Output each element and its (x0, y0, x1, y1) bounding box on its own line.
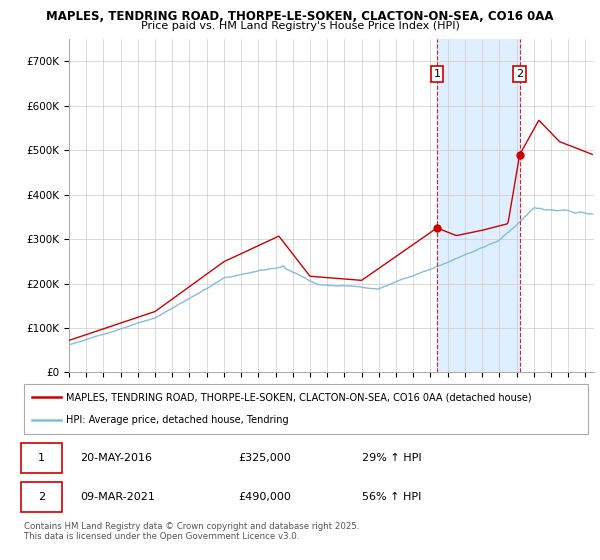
Text: £325,000: £325,000 (238, 452, 291, 463)
Text: 20-MAY-2016: 20-MAY-2016 (80, 452, 152, 463)
FancyBboxPatch shape (21, 482, 62, 512)
FancyBboxPatch shape (21, 443, 62, 473)
Text: 2: 2 (38, 492, 45, 502)
Text: Contains HM Land Registry data © Crown copyright and database right 2025.
This d: Contains HM Land Registry data © Crown c… (24, 522, 359, 542)
Text: 56% ↑ HPI: 56% ↑ HPI (362, 492, 422, 502)
Text: 09-MAR-2021: 09-MAR-2021 (80, 492, 155, 502)
Text: MAPLES, TENDRING ROAD, THORPE-LE-SOKEN, CLACTON-ON-SEA, CO16 0AA (detached house: MAPLES, TENDRING ROAD, THORPE-LE-SOKEN, … (66, 392, 532, 402)
Text: MAPLES, TENDRING ROAD, THORPE-LE-SOKEN, CLACTON-ON-SEA, CO16 0AA: MAPLES, TENDRING ROAD, THORPE-LE-SOKEN, … (46, 10, 554, 22)
Text: £490,000: £490,000 (238, 492, 291, 502)
Bar (437, 39, 520, 372)
Text: 29% ↑ HPI: 29% ↑ HPI (362, 452, 422, 463)
Text: 1: 1 (38, 452, 45, 463)
Text: 2: 2 (516, 69, 523, 79)
Text: HPI: Average price, detached house, Tendring: HPI: Average price, detached house, Tend… (66, 416, 289, 426)
Text: Price paid vs. HM Land Registry's House Price Index (HPI): Price paid vs. HM Land Registry's House … (140, 21, 460, 31)
Text: 1: 1 (434, 69, 440, 79)
